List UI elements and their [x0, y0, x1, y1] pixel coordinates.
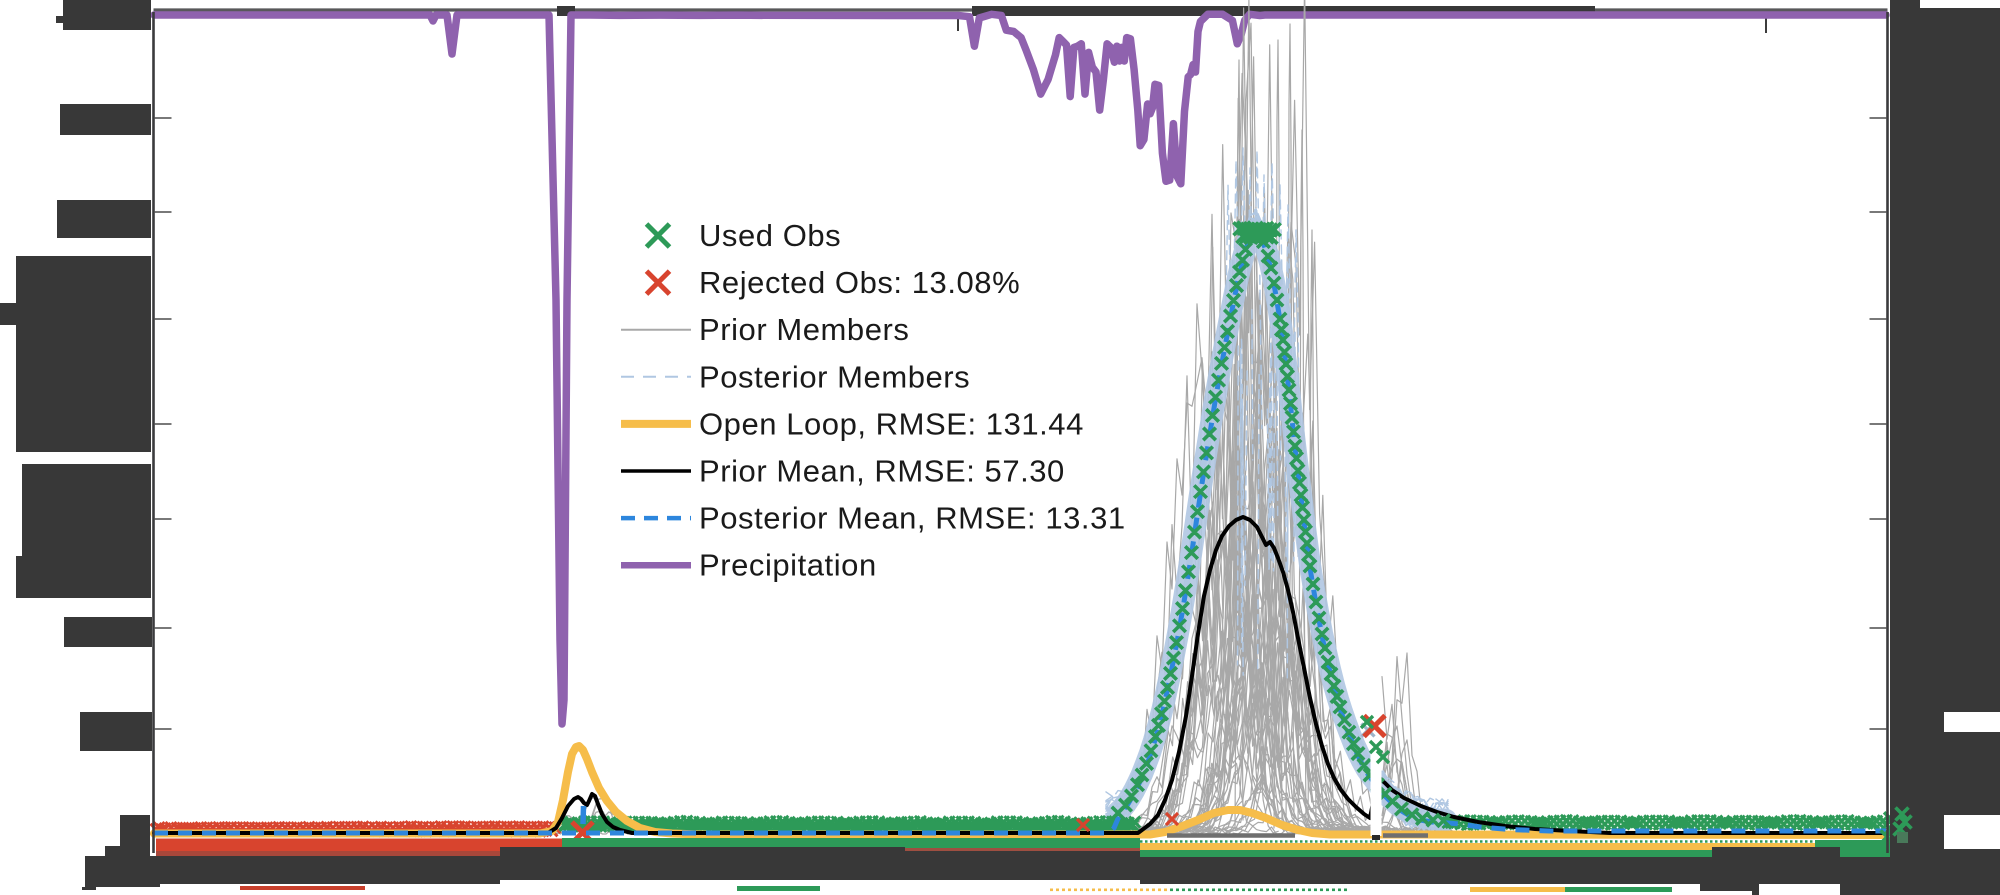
svg-text:Precipitation: Precipitation — [699, 548, 877, 583]
svg-text:Rejected Obs: 13.08%: Rejected Obs: 13.08% — [699, 265, 1020, 300]
svg-text:Prior Members: Prior Members — [699, 312, 909, 347]
svg-text:Posterior Members: Posterior Members — [699, 359, 970, 394]
svg-text:Used Obs: Used Obs — [699, 218, 841, 253]
svg-text:Prior Mean, RMSE: 57.30: Prior Mean, RMSE: 57.30 — [699, 454, 1065, 489]
svg-text:Open Loop, RMSE: 131.44: Open Loop, RMSE: 131.44 — [699, 406, 1084, 441]
svg-text:Posterior Mean, RMSE: 13.31: Posterior Mean, RMSE: 13.31 — [699, 501, 1126, 536]
